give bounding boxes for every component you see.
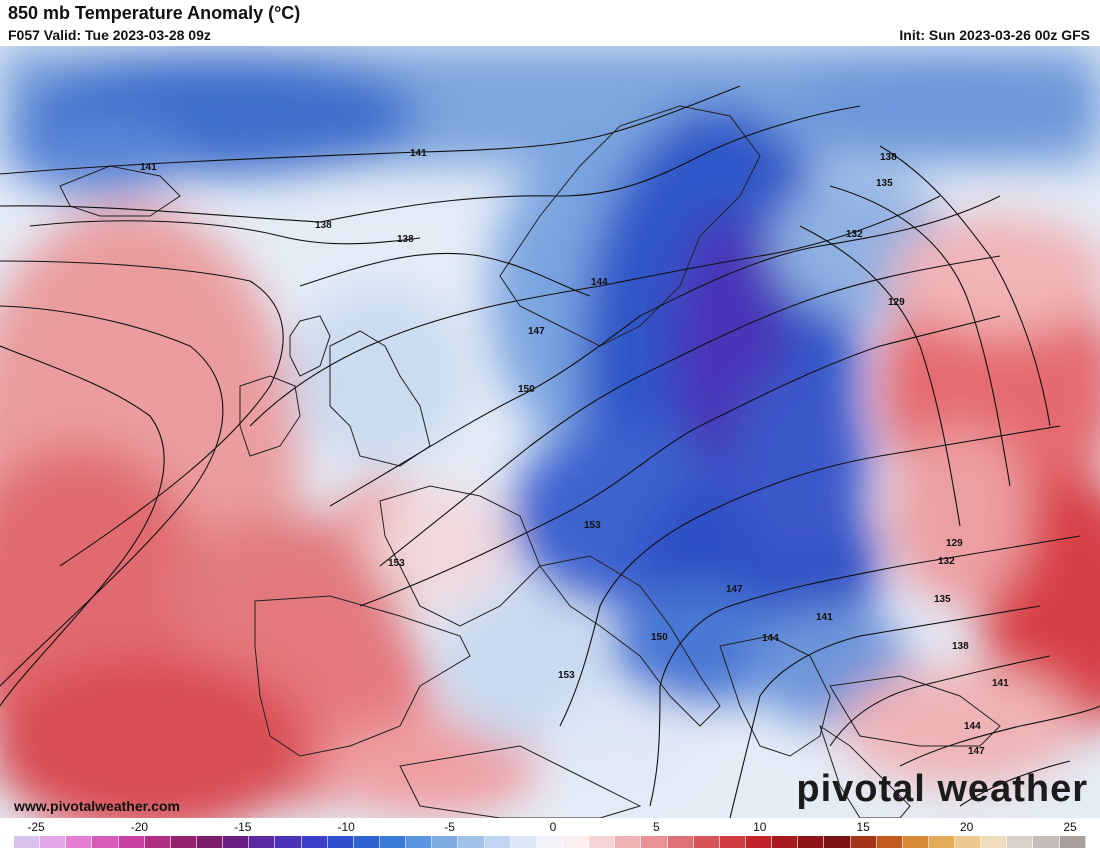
colorbar-tick-label: -10 xyxy=(337,820,355,834)
colorbar-swatch xyxy=(745,836,773,848)
colorbar-swatch xyxy=(562,836,590,848)
colorbar-tick-label: -20 xyxy=(130,820,149,834)
colorbar-swatch xyxy=(589,836,616,848)
contour-label: 129 xyxy=(946,538,963,549)
contour-label: 138 xyxy=(315,220,332,231)
contour-label: 138 xyxy=(952,641,969,652)
colorbar-swatch xyxy=(223,836,250,848)
colorbar-tick-label: 15 xyxy=(856,820,870,834)
contour-label: 147 xyxy=(528,326,545,337)
contour-label: 153 xyxy=(584,520,601,531)
colorbar-tick-label: 10 xyxy=(753,820,767,834)
colorbar-swatch xyxy=(458,836,485,848)
colorbar-tick-label: -5 xyxy=(444,820,455,834)
contour-label: 129 xyxy=(888,297,905,308)
colorbar-swatch xyxy=(981,836,1008,848)
contour-label: 132 xyxy=(846,229,863,240)
colorbar-tick-label: 0 xyxy=(549,820,557,834)
colorbar-swatch xyxy=(40,836,67,848)
contour-label: 138 xyxy=(880,152,897,163)
colorbar-strip xyxy=(14,836,1086,848)
colorbar-swatch xyxy=(615,836,642,848)
colorbar-tick-label: 20 xyxy=(959,820,974,834)
contour-label: 153 xyxy=(388,558,405,569)
contour-label: 141 xyxy=(816,612,833,623)
contour-labels: 141 141 138 138 138 135 132 129 129 132 … xyxy=(140,148,1009,757)
colorbar-swatch xyxy=(824,836,851,848)
contour-label: 144 xyxy=(762,633,779,644)
colorbar-swatch xyxy=(1033,836,1060,848)
contour-label: 144 xyxy=(591,277,608,288)
colorbar-swatch xyxy=(928,836,956,848)
colorbar-swatch xyxy=(1059,836,1086,848)
colorbar-swatch xyxy=(667,836,694,848)
colorbar-tick-label: 5 xyxy=(653,820,660,834)
contour-label: 147 xyxy=(726,584,743,595)
colorbar-swatch xyxy=(66,836,93,848)
contour-label: 138 xyxy=(397,234,414,245)
colorbar: -25 -20 -15 -10 -5 0 5 10 15 20 25 xyxy=(14,820,1086,850)
colorbar-swatch xyxy=(955,836,982,848)
colorbar-swatch xyxy=(249,836,276,848)
contour-label: 141 xyxy=(140,162,157,173)
colorbar-swatch xyxy=(536,836,563,848)
colorbar-swatch xyxy=(118,836,145,848)
contour-label: 135 xyxy=(934,594,951,605)
colorbar-swatch xyxy=(379,836,407,848)
colorbar-swatch xyxy=(484,836,511,848)
colorbar-tick-label: 25 xyxy=(1063,820,1077,834)
colorbar-swatch xyxy=(92,836,119,848)
colorbar-swatch xyxy=(432,836,459,848)
colorbar-swatch xyxy=(170,836,197,848)
map-header: 850 mb Temperature Anomaly (°C) F057 Val… xyxy=(0,0,1100,46)
colorbar-swatch xyxy=(406,836,433,848)
valid-time: F057 Valid: Tue 2023-03-28 09z xyxy=(8,27,211,43)
colorbar-swatch xyxy=(719,836,746,848)
contour-label: 132 xyxy=(938,556,955,567)
contour-label: 144 xyxy=(964,721,981,732)
colorbar-swatch xyxy=(641,836,668,848)
brand-logo: pivotal weather xyxy=(796,768,1088,810)
colorbar-swatch xyxy=(876,836,903,848)
contour-label: 153 xyxy=(558,670,575,681)
contour-label: 150 xyxy=(651,632,668,643)
contour-label: 141 xyxy=(992,678,1009,689)
colorbar-swatch xyxy=(144,836,171,848)
colorbar-swatch xyxy=(1007,836,1034,848)
colorbar-tick-label: -15 xyxy=(234,820,252,834)
init-time: Init: Sun 2023-03-26 00z GFS xyxy=(899,27,1090,43)
colorbar-swatch xyxy=(301,836,328,848)
contour-label: 147 xyxy=(968,746,985,757)
colorbar-ticks: -25 -20 -15 -10 -5 0 5 10 15 20 25 xyxy=(14,820,1086,834)
colorbar-swatch xyxy=(275,836,302,848)
contour-label: 141 xyxy=(410,148,427,159)
contour-label: 150 xyxy=(518,384,535,395)
colorbar-swatch xyxy=(510,836,537,848)
map-title: 850 mb Temperature Anomaly (°C) xyxy=(8,3,301,23)
colorbar-tick-label: -25 xyxy=(27,820,45,834)
colorbar-swatch xyxy=(693,836,720,848)
colorbar-swatch xyxy=(327,836,354,848)
website-url: www.pivotalweather.com xyxy=(14,798,180,814)
colorbar-swatch xyxy=(353,836,380,848)
colorbar-swatch xyxy=(772,836,799,848)
colorbar-swatch xyxy=(798,836,825,848)
colorbar-swatch xyxy=(14,836,41,848)
contour-label: 135 xyxy=(876,178,893,189)
colorbar-swatch xyxy=(902,836,929,848)
colorbar-swatch xyxy=(850,836,877,848)
temperature-anomaly-map: 141 141 138 138 138 135 132 129 129 132 … xyxy=(0,46,1100,818)
colorbar-swatch xyxy=(196,836,224,848)
